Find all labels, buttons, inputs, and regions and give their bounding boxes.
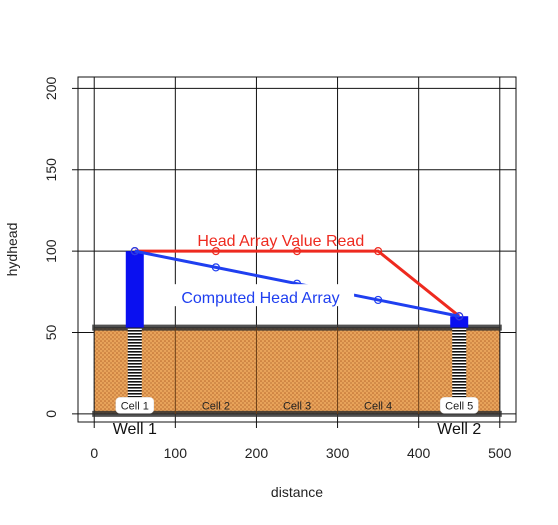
x-tick-label: 100	[164, 445, 188, 461]
y-tick-label: 50	[43, 324, 59, 340]
series-point	[374, 295, 383, 305]
well-casing	[450, 316, 469, 328]
series-point	[211, 247, 220, 256]
series-annotation-background	[172, 284, 355, 307]
well-casing	[125, 251, 144, 328]
well-screen	[127, 327, 142, 408]
series-point	[130, 247, 139, 256]
well-screen	[452, 327, 467, 408]
y-tick-label: 200	[43, 76, 59, 100]
x-tick-label: 400	[407, 445, 431, 461]
series-line	[134, 249, 460, 318]
y-tick-label: 100	[43, 239, 59, 263]
y-axis-label: hydhead	[4, 223, 20, 277]
x-tick-label: 0	[90, 445, 98, 461]
cell-label-box	[115, 397, 155, 414]
aquifer-bottom-boundary	[92, 410, 502, 417]
y-tick-label: 0	[43, 410, 59, 418]
x-tick-label: 300	[326, 445, 350, 461]
cell-label: Cell 1	[121, 400, 149, 412]
x-tick-label: 500	[488, 445, 512, 461]
well-label: Well 1	[113, 421, 157, 438]
series-line	[134, 249, 461, 318]
aquifer-body	[93, 327, 501, 415]
series-point	[292, 247, 302, 256]
plot-frame	[77, 76, 517, 423]
cell-label: Cell 3	[283, 400, 311, 412]
cell-label: Cell 5	[445, 400, 473, 412]
series-point	[374, 247, 383, 256]
series-point	[455, 312, 464, 321]
x-axis-label: distance	[271, 484, 323, 500]
series-point	[211, 263, 220, 272]
aquifer-top-boundary	[92, 324, 502, 331]
cell-label: Cell 4	[364, 400, 392, 412]
series-annotation: Head Array Value Read	[197, 233, 364, 250]
cell-label-box	[439, 397, 479, 414]
cell-label: Cell 2	[202, 400, 230, 412]
well-label-background	[104, 418, 165, 438]
series-annotation: Computed Head Array	[181, 290, 339, 307]
well-label-background	[429, 418, 490, 438]
x-tick-label: 200	[245, 445, 269, 461]
well-label: Well 2	[437, 421, 481, 438]
y-tick-label: 150	[43, 158, 59, 182]
